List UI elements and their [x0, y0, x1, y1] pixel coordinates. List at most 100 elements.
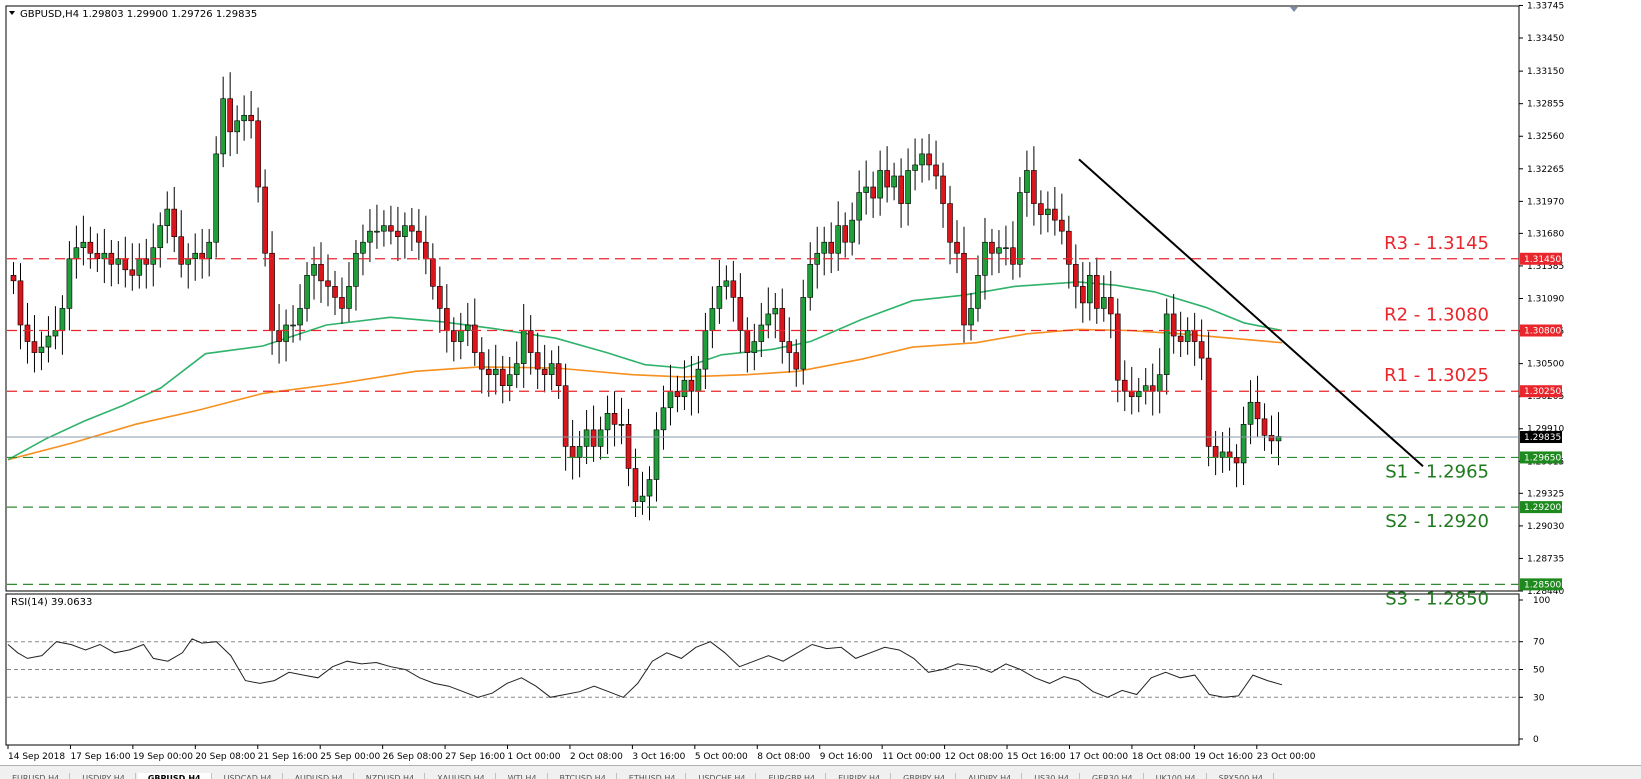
chart-tabs-bar: EURUSD,H4 USDJPY,H4 GBPUSD,H4 USDCAD,H4 AUDU… [0, 765, 1641, 779]
chart-tab[interactable]: GBPJPY,H4 [893, 773, 957, 779]
candle [1135, 377, 1142, 413]
candle [765, 287, 772, 339]
candle [856, 170, 862, 245]
candle [541, 344, 548, 393]
time-tick-label: 3 Oct 16:00 [632, 752, 685, 762]
candle [1107, 270, 1114, 339]
candle [1066, 215, 1072, 289]
candle-body [716, 286, 723, 309]
candle-body [318, 263, 324, 282]
candle-body [332, 286, 338, 298]
candle [821, 226, 828, 276]
chart-tab[interactable]: BTCUSD,H4 [550, 773, 617, 779]
chart-tab[interactable]: GER30,H4 [1082, 773, 1144, 779]
candle-body [723, 280, 730, 287]
chart-tab[interactable]: US30,H4 [1024, 773, 1080, 779]
collapse-triangle-icon[interactable] [9, 11, 15, 15]
candle-body [1045, 208, 1051, 215]
chart-tab[interactable]: ETHUSD,H4 [619, 773, 687, 779]
candle-body [877, 170, 883, 199]
candle-body [297, 308, 303, 326]
candle [339, 277, 345, 324]
candle-body [101, 252, 108, 260]
candle [940, 162, 946, 228]
price-tick-label: 1.28440 [1527, 587, 1564, 597]
price-tick-label: 1.33745 [1527, 1, 1564, 11]
candle-body [255, 120, 261, 188]
level-label: S2 - 1.2920 [1385, 511, 1489, 532]
candle [842, 212, 848, 258]
time-tick-label: 17 Sep 16:00 [70, 752, 130, 762]
candle [290, 305, 296, 343]
candle-body [800, 297, 807, 370]
candle-body [339, 297, 345, 309]
candle-body [485, 368, 492, 375]
chart-tab[interactable]: UK100,H4 [1146, 773, 1207, 779]
candle [395, 206, 401, 261]
candle-body [269, 252, 275, 331]
chart-tab[interactable]: USDCAD,H4 [214, 773, 283, 779]
candle [961, 226, 967, 343]
candle [1010, 221, 1016, 280]
candle [898, 158, 904, 228]
candle-body [206, 241, 212, 260]
candle [604, 395, 611, 455]
candle-body [688, 379, 695, 392]
candle-body [213, 153, 219, 243]
candle [1073, 244, 1079, 309]
candle [38, 331, 45, 371]
candle [506, 357, 513, 402]
chart-tab[interactable]: WTI,H4 [498, 773, 548, 779]
level-label: S1 - 1.2965 [1385, 461, 1489, 482]
candle [471, 298, 478, 366]
candle [304, 262, 310, 322]
candle [492, 344, 499, 395]
candle [24, 302, 31, 364]
candle-body [779, 308, 786, 342]
candle-body [849, 219, 855, 243]
chart-shift-marker-icon[interactable] [1290, 7, 1298, 12]
candle-body [1066, 230, 1072, 265]
candle-body [996, 247, 1002, 254]
candle [478, 337, 485, 394]
chart-tab[interactable]: AUDJPY,H4 [958, 773, 1023, 779]
current-price-tag [1520, 431, 1562, 444]
candle-body [1059, 219, 1065, 232]
chart-tab[interactable]: GBPUSD,H4 [137, 773, 212, 779]
candle-body [374, 230, 380, 233]
candle [548, 350, 555, 391]
candle [1052, 187, 1058, 236]
candle [1275, 412, 1282, 466]
price-tick-label: 1.30500 [1527, 360, 1564, 370]
candle [388, 205, 394, 245]
candle-body [625, 424, 632, 469]
chart-tab[interactable]: XAUUSD,H4 [427, 773, 496, 779]
candle-body [143, 258, 150, 265]
candle [402, 212, 408, 259]
rsi-line [7, 638, 1283, 698]
candle-body [954, 241, 960, 254]
chart-tab[interactable]: NZDUSD,H4 [356, 773, 426, 779]
candle-body [639, 495, 646, 502]
chart-tab[interactable]: EURJPY,H4 [828, 773, 892, 779]
chart-tab[interactable]: USDCHF,H4 [688, 773, 757, 779]
chart-tab[interactable]: EURGBP,H4 [758, 773, 827, 779]
candle-body [1010, 247, 1016, 265]
chart-tab[interactable]: AUDUSD,H4 [285, 773, 354, 779]
chart-tab[interactable]: SPX500,H4 [1209, 773, 1274, 779]
time-tick-label: 8 Oct 08:00 [757, 752, 810, 762]
candle-body [471, 324, 478, 353]
candle-body [1073, 263, 1079, 287]
candle-body [513, 363, 520, 375]
candle-body [416, 230, 422, 243]
candle-body [1205, 357, 1212, 447]
chart-tab[interactable]: USDJPY,H4 [72, 773, 136, 779]
chart-tab[interactable]: EURUSD,H4 [2, 773, 71, 779]
candle-body [590, 429, 597, 447]
candle-body [1031, 170, 1037, 204]
trendline[interactable] [1078, 158, 1424, 468]
candle-body [38, 346, 45, 353]
candle [1177, 311, 1184, 357]
